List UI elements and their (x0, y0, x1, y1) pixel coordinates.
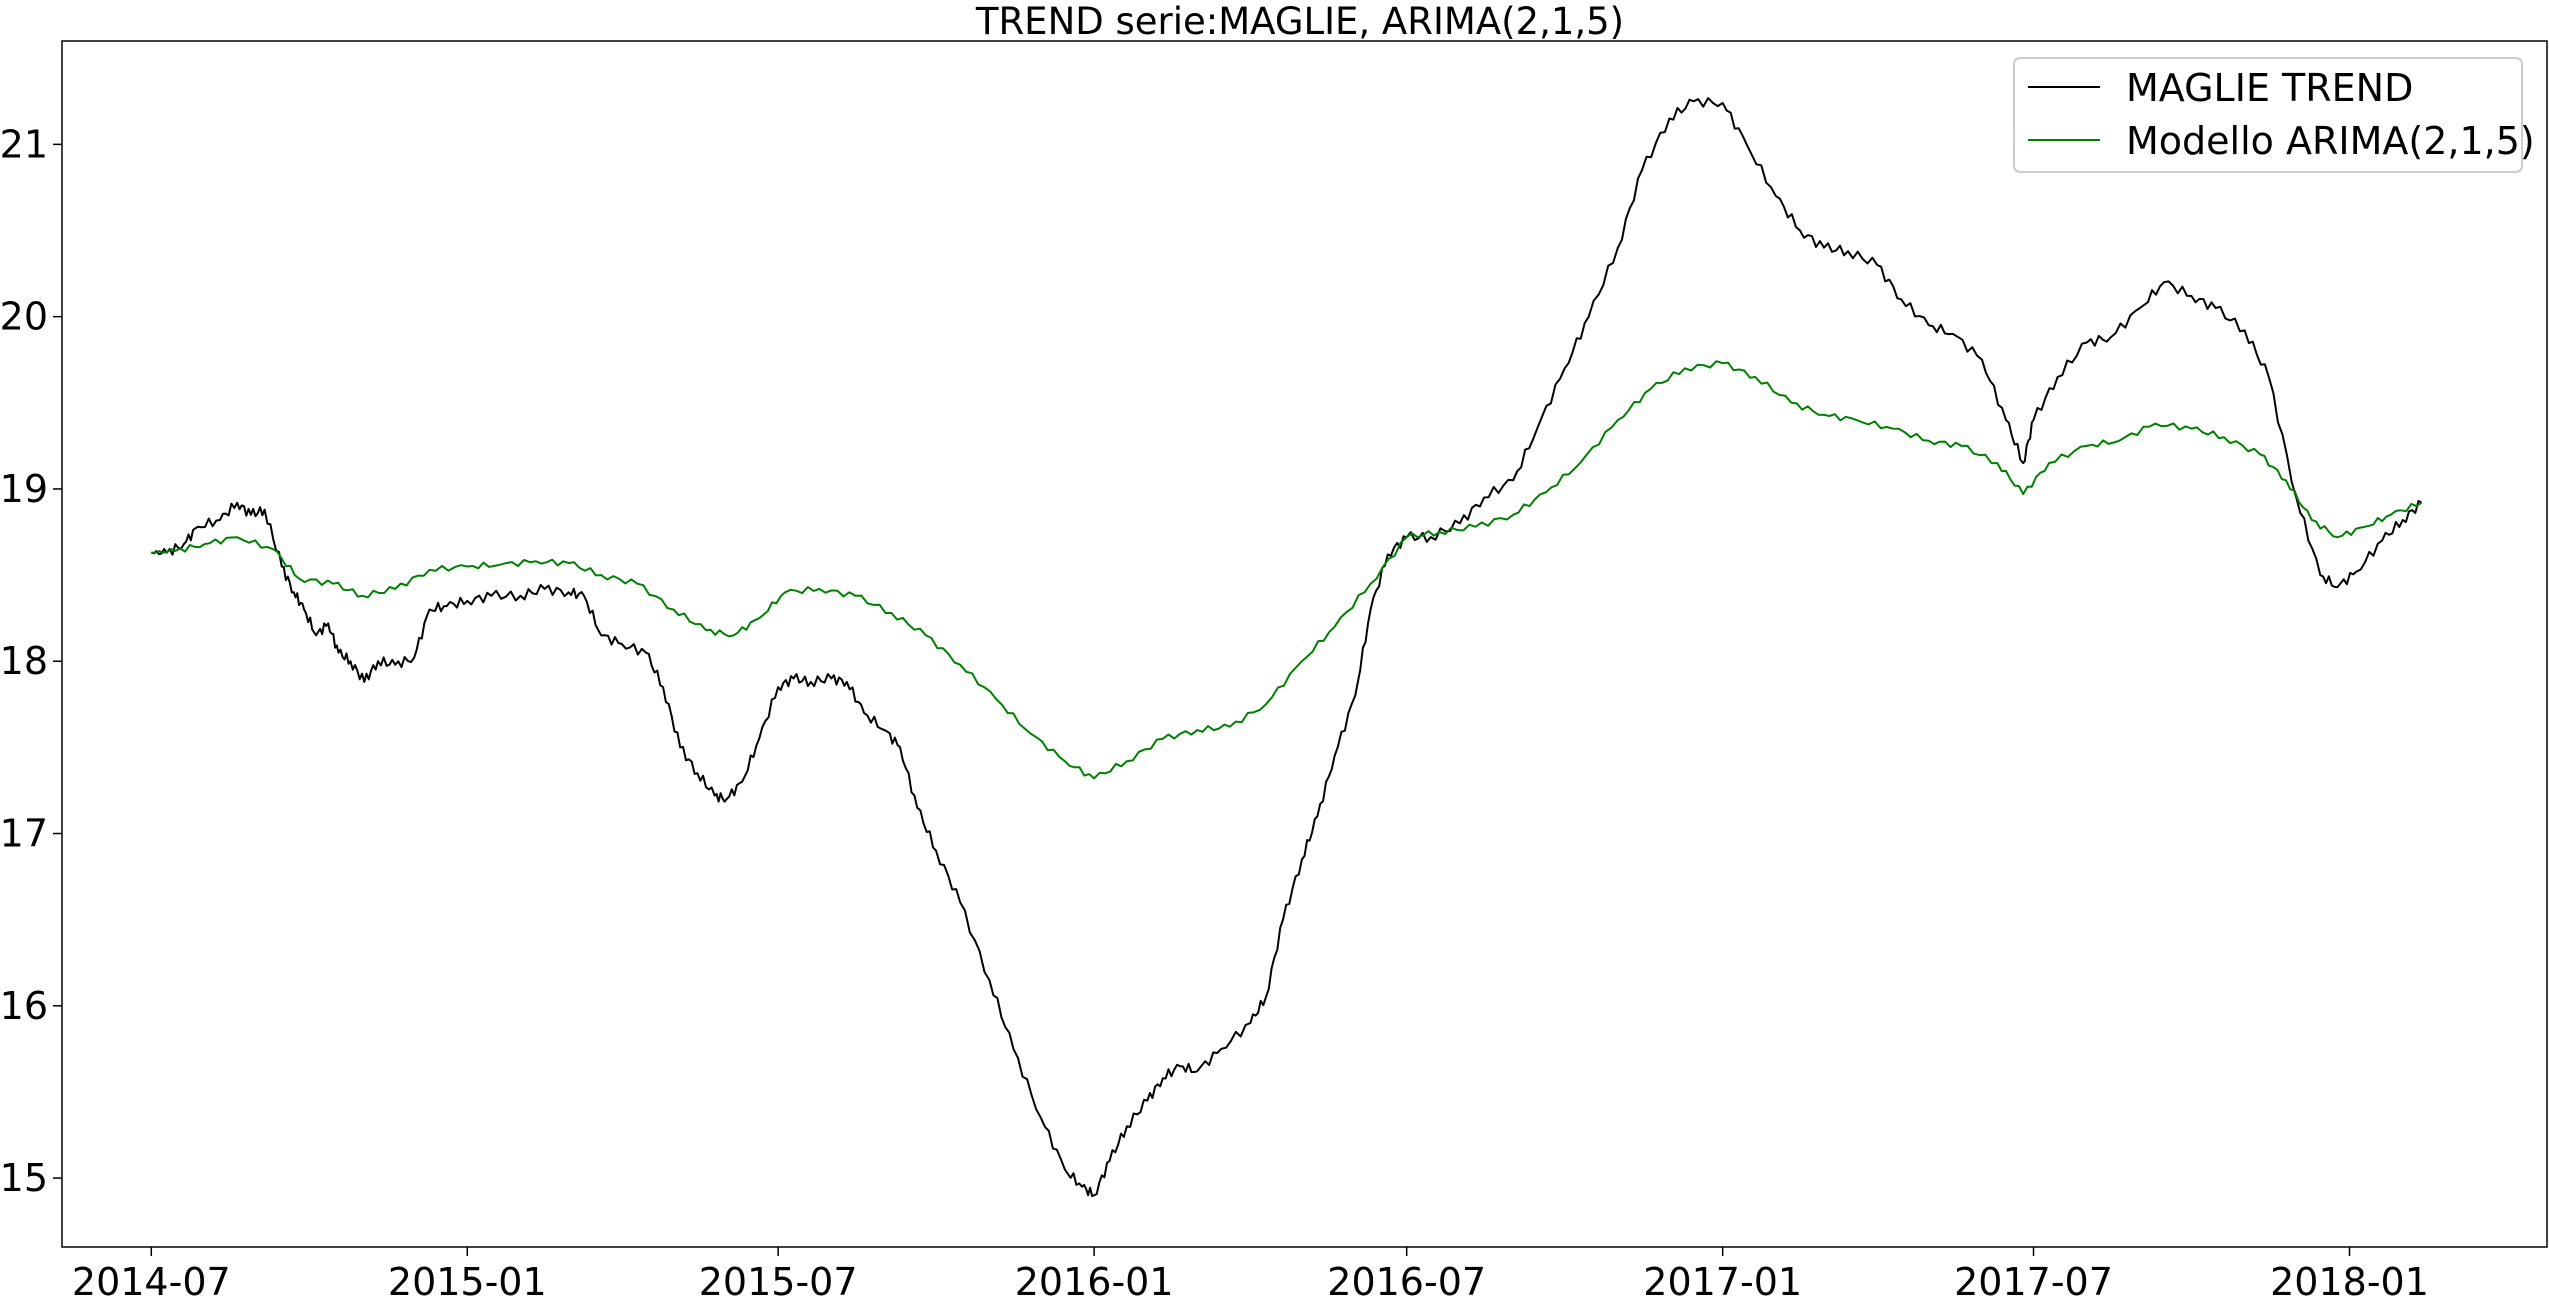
legend-box (2013, 57, 2523, 173)
series-line-maglie-trend (151, 97, 2423, 1198)
legend-label-arima-model: Modello ARIMA(2,1,5) (2126, 119, 2535, 163)
plot-area (61, 40, 2548, 1248)
x-tick-label: 2016-07 (1327, 1260, 1486, 1299)
y-tick-label: 15 (0, 1156, 48, 1200)
y-tick-label: 21 (0, 122, 48, 166)
y-tick-label: 18 (0, 639, 48, 683)
y-axis: 15 16 17 18 19 20 21 (0, 122, 62, 1200)
x-tick-label: 2017-01 (1643, 1260, 1802, 1299)
x-tick-label: 2018-01 (2270, 1260, 2429, 1299)
series-layer (151, 97, 2423, 1198)
x-axis: 2014-07 2015-01 2015-07 2016-01 2016-07 2017-… (72, 1247, 2429, 1299)
axes-frame (61, 40, 2548, 1248)
x-tick-label: 2017-07 (1954, 1260, 2113, 1299)
y-tick-label: 19 (0, 467, 48, 511)
series-line-arima-model (151, 360, 2423, 780)
x-tick-label: 2015-01 (388, 1260, 547, 1299)
x-tick-label: 2014-07 (72, 1260, 231, 1299)
x-tick-label: 2015-07 (699, 1260, 858, 1299)
y-tick-label: 17 (0, 812, 48, 856)
y-tick-label: 16 (0, 984, 48, 1028)
legend: MAGLIE TREND Modello ARIMA(2,1,5) (2013, 57, 2535, 173)
y-tick-label: 20 (0, 295, 48, 339)
legend-label-maglie-trend: MAGLIE TREND (2126, 66, 2413, 110)
x-tick-label: 2016-01 (1015, 1260, 1174, 1299)
chart-title: TREND serie:MAGLIE, ARIMA(2,1,5) (975, 0, 1624, 43)
